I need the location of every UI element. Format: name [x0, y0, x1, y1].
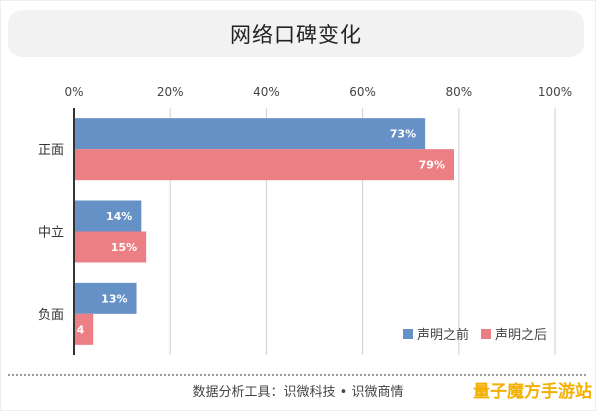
chart-title: 网络口碑变化	[230, 22, 362, 47]
category-label: 负面	[38, 308, 64, 323]
bar	[74, 313, 94, 345]
watermark-logo: 量子魔方手游站	[473, 382, 592, 402]
data-label: 79%	[419, 159, 445, 172]
source-note: 数据分析工具：识微科技 • 识微商情	[192, 385, 404, 400]
legend-swatch	[403, 329, 413, 339]
data-label: 14%	[106, 210, 132, 223]
bar	[74, 231, 147, 263]
bar	[74, 282, 137, 314]
bar	[74, 118, 426, 150]
x-tick-label: 80%	[445, 85, 472, 99]
bar	[74, 200, 142, 232]
data-label: 13%	[101, 292, 127, 305]
x-tick-label: 60%	[349, 85, 376, 99]
footer-divider	[8, 374, 586, 376]
x-tick-label: 100%	[538, 85, 572, 99]
data-label: 73%	[390, 128, 416, 141]
x-tick-label: 0%	[64, 85, 83, 99]
legend-label: 声明之后	[495, 328, 547, 343]
bar	[74, 149, 454, 181]
data-label: 4	[77, 323, 85, 336]
chart-title-box: 网络口碑变化	[8, 10, 584, 57]
category-label: 中立	[38, 226, 64, 241]
x-tick-label: 40%	[253, 85, 280, 99]
category-label: 正面	[38, 143, 64, 158]
legend-swatch	[481, 329, 491, 339]
data-label: 15%	[111, 241, 137, 254]
x-tick-label: 20%	[157, 85, 184, 99]
legend-label: 声明之前	[417, 327, 469, 343]
